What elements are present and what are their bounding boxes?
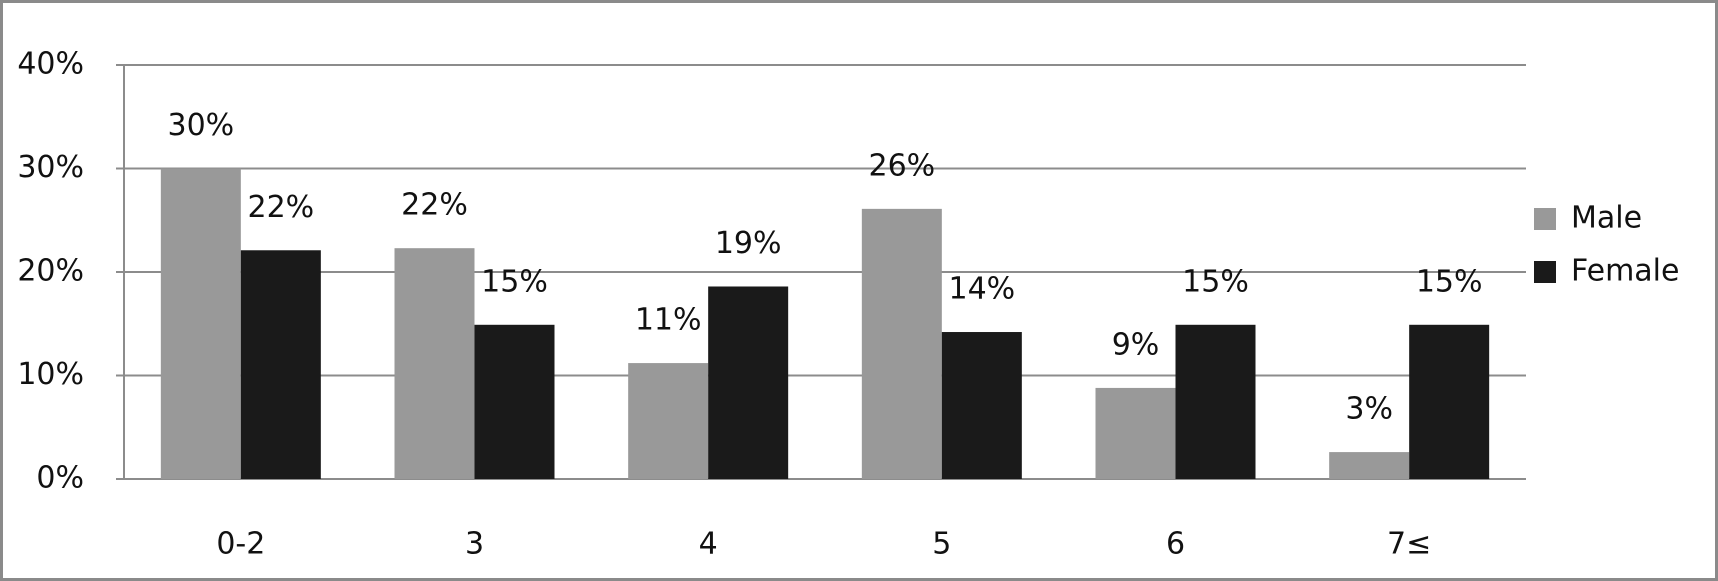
bar [474, 324, 555, 479]
bar [1175, 324, 1256, 479]
value-label: 26% [868, 148, 935, 183]
value-label: 30% [167, 108, 234, 143]
y-tick-label: 20% [17, 254, 84, 289]
y-tick-label: 10% [17, 357, 84, 392]
bar [1095, 387, 1176, 479]
value-label: 15% [1416, 264, 1483, 299]
value-label: 15% [481, 264, 548, 299]
bar [708, 286, 789, 479]
y-tick-label: 40% [17, 47, 84, 82]
bar [394, 248, 475, 479]
bar [1329, 452, 1410, 479]
legend-label: Female [1571, 254, 1679, 289]
legend-label: Male [1571, 201, 1642, 236]
value-label: 3% [1345, 392, 1393, 427]
value-label: 19% [715, 226, 782, 261]
bar [861, 208, 942, 480]
y-tick-label: 0% [36, 461, 84, 496]
value-label: 22% [401, 188, 468, 223]
bar [240, 250, 321, 479]
value-label: 11% [635, 303, 702, 338]
x-tick-label: 0-2 [216, 527, 265, 562]
bar [628, 363, 709, 479]
x-tick-label: 6 [1166, 527, 1185, 562]
bar [1409, 324, 1490, 479]
x-tick-label: 3 [465, 527, 484, 562]
bar [941, 332, 1022, 479]
bar [160, 168, 241, 479]
legend-swatch [1534, 261, 1556, 283]
y-tick-label: 30% [17, 150, 84, 185]
value-label: 9% [1112, 327, 1160, 362]
x-tick-label: 7≤ [1387, 527, 1431, 562]
value-label: 15% [1182, 264, 1249, 299]
x-tick-label: 5 [932, 527, 951, 562]
value-label: 14% [948, 272, 1015, 307]
value-label: 22% [247, 190, 314, 225]
legend-swatch [1534, 208, 1556, 230]
x-tick-label: 4 [699, 527, 718, 562]
